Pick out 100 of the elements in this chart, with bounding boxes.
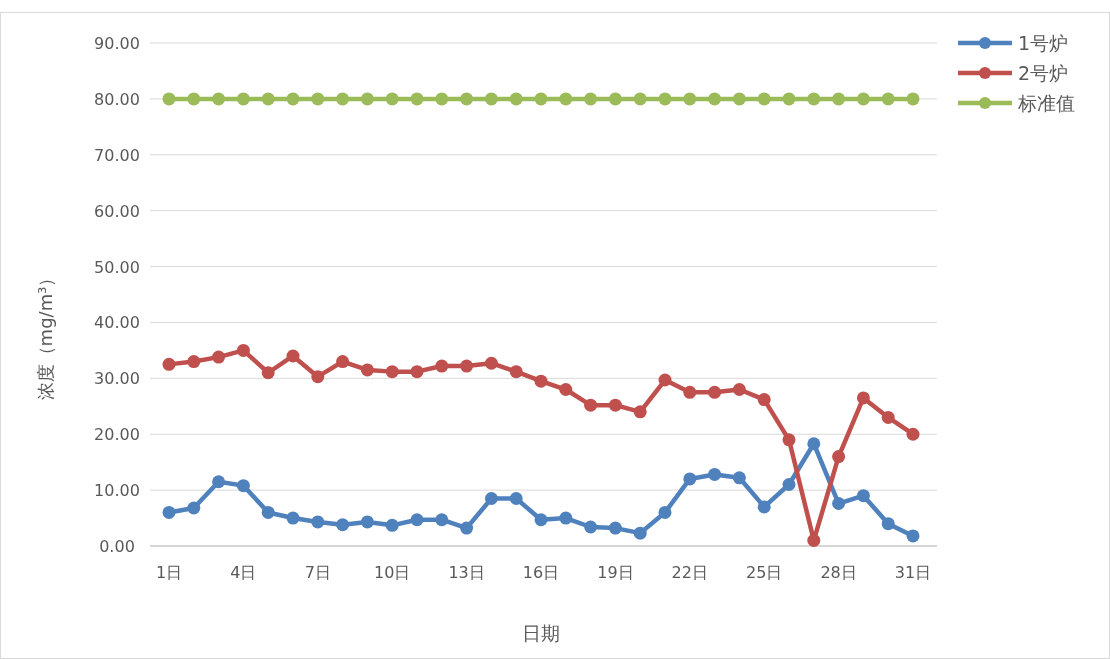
point	[385, 365, 399, 379]
point	[385, 518, 399, 532]
point	[683, 472, 697, 486]
point	[162, 505, 176, 519]
point	[360, 92, 374, 106]
point	[460, 521, 474, 535]
point	[832, 92, 846, 106]
point	[584, 398, 598, 412]
point	[261, 366, 275, 380]
point	[286, 349, 300, 363]
point	[336, 92, 350, 106]
point	[236, 479, 250, 493]
x-tick-label: 22日	[671, 563, 708, 582]
point	[708, 92, 722, 106]
point	[683, 92, 697, 106]
point	[633, 405, 647, 419]
y-tick-label: 30.00	[94, 369, 140, 389]
point	[881, 92, 895, 106]
point	[683, 385, 697, 399]
point	[732, 383, 746, 397]
point	[236, 343, 250, 357]
x-tick-label: 13日	[448, 563, 485, 582]
point	[906, 92, 920, 106]
point	[608, 398, 622, 412]
x-tick-label: 31日	[894, 563, 932, 582]
point	[757, 393, 771, 407]
y-tick-label: 10.00	[94, 481, 140, 501]
point	[881, 517, 895, 531]
point	[261, 505, 275, 519]
point	[906, 529, 920, 543]
y-axis-title: 浓度（mg/m³）	[35, 268, 56, 401]
point	[608, 521, 622, 535]
y-tick-label: 20.00	[94, 425, 140, 445]
x-tick-label: 7日	[304, 563, 331, 582]
point	[187, 92, 201, 106]
point	[509, 92, 523, 106]
point	[311, 515, 325, 529]
point	[435, 92, 449, 106]
point	[807, 533, 821, 547]
x-tick-label: 1日	[155, 563, 183, 582]
point	[162, 92, 176, 106]
point	[509, 491, 523, 505]
point	[187, 355, 201, 369]
y-tick-label: 60.00	[94, 201, 140, 221]
point	[906, 427, 920, 441]
point	[410, 513, 424, 527]
point	[509, 365, 523, 379]
point	[757, 500, 771, 514]
y-tick-label: 90.00	[94, 34, 140, 53]
point	[212, 92, 226, 106]
point	[807, 92, 821, 106]
point	[782, 478, 796, 492]
point	[187, 501, 201, 515]
point	[212, 475, 226, 489]
point	[732, 92, 746, 106]
point	[286, 92, 300, 106]
point	[336, 355, 350, 369]
x-tick-label: 28日	[820, 563, 857, 582]
point	[460, 92, 474, 106]
point	[236, 92, 250, 106]
point	[460, 359, 474, 373]
legend-label: 1号炉	[1018, 32, 1069, 54]
point	[856, 391, 870, 405]
point	[633, 526, 647, 540]
point	[832, 497, 846, 511]
point	[360, 515, 374, 529]
x-tick-label: 19日	[597, 563, 634, 582]
point	[658, 505, 672, 519]
point	[484, 356, 498, 370]
point	[732, 471, 746, 485]
y-tick-label: 50.00	[94, 257, 140, 277]
point	[534, 92, 548, 106]
point	[856, 489, 870, 503]
point	[534, 513, 548, 527]
point	[658, 373, 672, 387]
x-tick-label: 4日	[230, 563, 257, 582]
point	[410, 365, 424, 379]
point	[559, 383, 573, 397]
point	[856, 92, 870, 106]
point	[807, 437, 821, 451]
point	[534, 374, 548, 388]
point	[658, 92, 672, 106]
point	[559, 92, 573, 106]
point	[633, 92, 647, 106]
point	[559, 511, 573, 525]
point	[832, 450, 846, 464]
point	[757, 92, 771, 106]
point	[410, 92, 424, 106]
point	[584, 92, 598, 106]
point	[286, 511, 300, 525]
x-tick-label: 25日	[746, 563, 783, 582]
point	[708, 385, 722, 399]
point	[881, 410, 895, 424]
point	[261, 92, 275, 106]
y-tick-label: 0.00	[99, 537, 135, 556]
point	[311, 370, 325, 384]
x-tick-label: 16日	[522, 563, 560, 582]
point	[782, 92, 796, 106]
point	[484, 92, 498, 106]
point	[360, 363, 374, 377]
